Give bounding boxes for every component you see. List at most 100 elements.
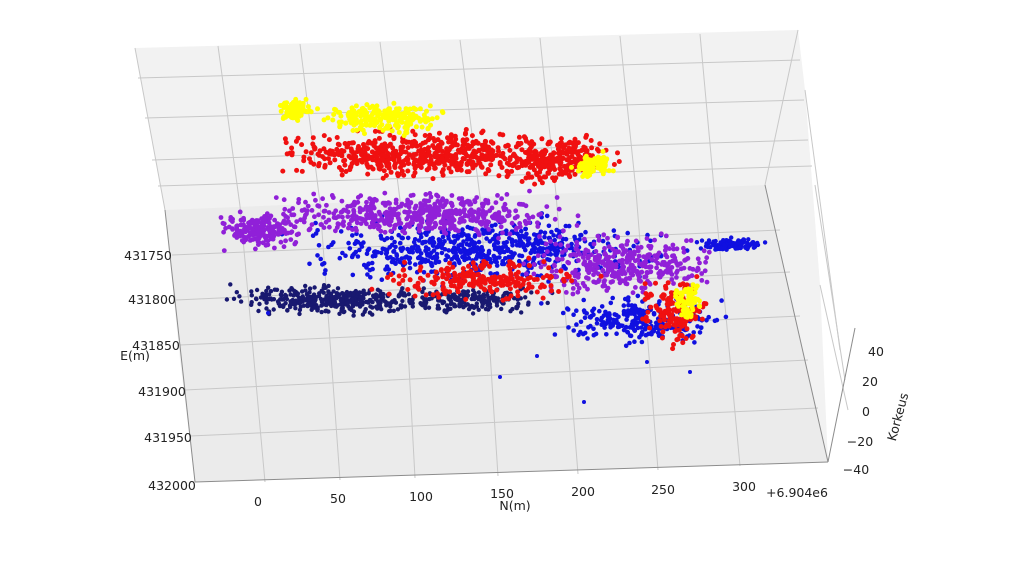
point xyxy=(459,233,465,238)
point xyxy=(692,300,697,306)
point xyxy=(395,173,401,179)
point xyxy=(350,297,355,302)
point xyxy=(455,245,461,251)
point xyxy=(550,159,556,165)
point xyxy=(295,291,301,296)
point xyxy=(573,142,579,148)
point xyxy=(391,100,397,106)
point xyxy=(391,257,396,262)
point xyxy=(488,162,494,168)
point xyxy=(500,245,506,250)
point xyxy=(589,145,595,151)
point xyxy=(466,306,472,312)
point xyxy=(608,300,614,306)
point xyxy=(271,307,276,312)
point xyxy=(574,239,580,245)
point xyxy=(444,220,450,226)
point xyxy=(256,242,261,248)
point xyxy=(546,265,552,271)
point xyxy=(538,264,544,270)
point xyxy=(611,228,617,233)
point xyxy=(324,302,329,308)
point xyxy=(396,232,402,238)
point xyxy=(429,116,435,122)
point xyxy=(600,267,606,273)
point xyxy=(446,236,451,241)
point xyxy=(538,211,543,217)
point xyxy=(451,141,457,147)
point xyxy=(665,261,671,267)
point xyxy=(474,218,479,224)
point xyxy=(689,335,695,340)
point xyxy=(592,255,598,261)
point xyxy=(730,240,736,246)
point xyxy=(592,156,598,162)
point xyxy=(291,212,297,218)
point xyxy=(498,282,504,288)
point xyxy=(306,108,312,114)
point xyxy=(602,263,608,268)
point xyxy=(358,241,364,247)
x-tick-label: 150 xyxy=(490,486,514,501)
point xyxy=(526,236,532,241)
point xyxy=(561,228,566,234)
point xyxy=(552,247,557,253)
point xyxy=(326,156,331,162)
point xyxy=(333,208,339,214)
point xyxy=(298,217,303,223)
point xyxy=(465,289,471,294)
point xyxy=(403,129,409,135)
point xyxy=(395,154,401,160)
point xyxy=(388,169,394,175)
point xyxy=(639,285,645,291)
point xyxy=(237,209,243,215)
point xyxy=(449,193,455,198)
point xyxy=(634,320,640,326)
point xyxy=(674,301,680,307)
point xyxy=(692,340,697,345)
point xyxy=(500,154,506,160)
point xyxy=(249,289,254,294)
point xyxy=(666,299,671,305)
point xyxy=(453,163,459,169)
point xyxy=(339,167,345,173)
point xyxy=(470,304,476,309)
point xyxy=(459,243,465,248)
point xyxy=(255,236,261,242)
point xyxy=(264,300,269,305)
point xyxy=(393,261,398,267)
point xyxy=(224,297,230,302)
point xyxy=(316,152,322,158)
point xyxy=(254,296,259,302)
point xyxy=(657,299,662,304)
point xyxy=(460,202,466,208)
point xyxy=(460,266,466,272)
point xyxy=(535,253,541,259)
point xyxy=(611,263,617,269)
point xyxy=(305,203,311,209)
point xyxy=(481,295,487,300)
point xyxy=(594,146,600,152)
point xyxy=(400,298,405,304)
point xyxy=(463,296,469,302)
point xyxy=(460,289,466,294)
point xyxy=(627,333,633,338)
point xyxy=(493,281,499,287)
point xyxy=(409,246,415,251)
point xyxy=(277,222,283,228)
point xyxy=(690,282,696,288)
point xyxy=(635,245,640,250)
point xyxy=(264,306,269,311)
point xyxy=(303,199,308,205)
point xyxy=(509,255,515,260)
point xyxy=(451,217,457,223)
point xyxy=(538,284,543,290)
point xyxy=(278,297,283,302)
point xyxy=(277,227,283,233)
point xyxy=(722,246,727,251)
point xyxy=(256,308,261,314)
point xyxy=(473,150,479,156)
point xyxy=(302,297,307,302)
point xyxy=(528,149,534,155)
point xyxy=(556,289,562,294)
